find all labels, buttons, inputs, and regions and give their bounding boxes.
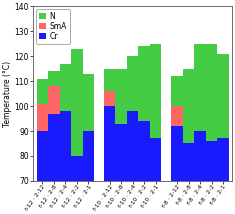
Bar [71,156,83,181]
Bar [206,141,217,181]
Bar [171,76,183,106]
Bar [71,49,83,156]
Y-axis label: Temperature (°C): Temperature (°C) [3,61,12,127]
Bar [104,69,115,91]
Bar [206,44,217,141]
Bar [48,71,60,86]
Bar [104,91,115,106]
Bar [183,69,194,143]
Legend: N, SmA, Cr: N, SmA, Cr [35,9,70,44]
Bar [60,64,71,111]
Bar [194,44,206,131]
Bar [83,74,94,131]
Bar [37,79,48,104]
Bar [48,86,60,114]
Bar [127,111,138,181]
Bar [115,123,127,181]
Bar [183,143,194,181]
Bar [60,111,71,181]
Bar [194,131,206,181]
Bar [150,138,161,181]
Bar [115,69,127,123]
Bar [127,56,138,111]
Bar [138,46,150,121]
Bar [37,104,48,131]
Bar [150,44,161,138]
Bar [171,106,183,126]
Bar [217,54,229,138]
Bar [171,126,183,181]
Bar [48,114,60,181]
Bar [138,121,150,181]
Bar [37,131,48,181]
Bar [104,106,115,181]
Bar [217,138,229,181]
Bar [83,131,94,181]
